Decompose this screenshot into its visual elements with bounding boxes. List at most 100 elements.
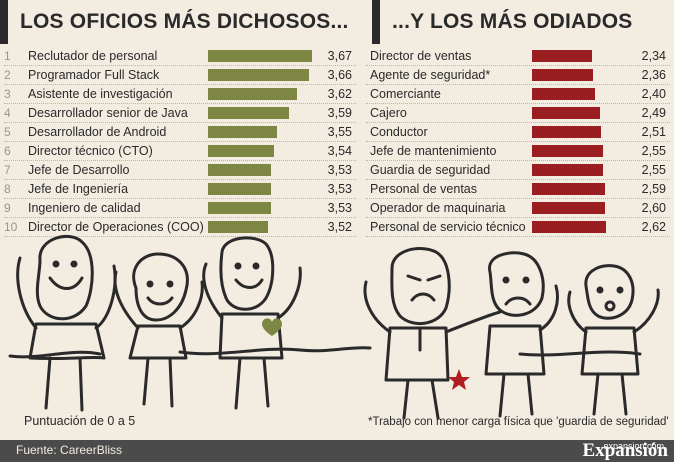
source-text: Fuente: CareerBliss (16, 443, 123, 457)
score-value: 3,53 (327, 163, 352, 177)
table-row: 4 Desarrollador senior de Java 3,59 (4, 104, 356, 123)
table-row: 1 Reclutador de personal 3,67 (4, 47, 356, 66)
table-row: Operador de maquinaria 2,60 (366, 199, 670, 218)
job-name: Jefe de Ingeniería (28, 182, 129, 196)
rank-number: 7 (4, 163, 11, 177)
job-name: Ingeniero de calidad (28, 201, 141, 215)
score-value: 2,59 (641, 182, 666, 196)
score-bar (532, 107, 600, 119)
table-row: Jefe de mantenimiento 2,55 (366, 142, 670, 161)
job-name: Conductor (370, 125, 428, 139)
score-bar (532, 69, 593, 81)
heart-icon (262, 318, 282, 336)
score-bar (208, 202, 271, 214)
hated-person-2 (484, 251, 559, 418)
hated-person-1 (363, 247, 502, 420)
score-value: 3,59 (327, 106, 352, 120)
score-value: 3,66 (327, 68, 352, 82)
job-name: Programador Full Stack (28, 68, 160, 82)
job-name: Jefe de Desarrollo (28, 163, 130, 177)
score-bar (532, 202, 605, 214)
score-bar (208, 107, 289, 119)
rank-number: 2 (4, 68, 11, 82)
happy-jobs-chart: 1 Reclutador de personal 3,67 2 Programador … (4, 47, 356, 237)
job-name: Director de ventas (370, 49, 472, 63)
score-value: 3,53 (327, 201, 352, 215)
score-value: 3,53 (327, 182, 352, 196)
score-bar (208, 145, 274, 157)
table-row: 9 Ingeniero de calidad 3,53 (4, 199, 356, 218)
rank-number: 9 (4, 201, 11, 215)
right-header: ...Y LOS MÁS ODIADOS (372, 0, 632, 44)
job-name: Director técnico (CTO) (28, 144, 153, 158)
footer-bar: Fuente: CareerBliss Expansión expansion.… (0, 440, 674, 462)
left-header: LOS OFICIOS MÁS DICHOSOS... (0, 0, 349, 44)
score-value: 2,40 (641, 87, 666, 101)
score-value: 3,67 (327, 49, 352, 63)
job-name: Operador de maquinaria (370, 201, 506, 215)
table-row: Personal de servicio técnico 2,62 (366, 218, 670, 237)
table-row: 3 Asistente de investigación 3,62 (4, 85, 356, 104)
footnote: *Trabajo con menor carga física que 'gua… (368, 416, 669, 428)
table-row: Cajero 2,49 (366, 104, 670, 123)
header-accent-bar (0, 0, 8, 44)
score-bar (532, 183, 605, 195)
rank-number: 5 (4, 125, 11, 139)
job-name: Comerciante (370, 87, 441, 101)
table-row: Conductor 2,51 (366, 123, 670, 142)
score-value: 2,55 (641, 163, 666, 177)
score-bar (208, 126, 277, 138)
job-name: Desarrollador senior de Java (28, 106, 188, 120)
brand-logo: Expansión (582, 440, 668, 461)
score-value: 2,51 (641, 125, 666, 139)
header-accent-bar (372, 0, 380, 44)
job-name: Agente de seguridad* (370, 68, 491, 82)
cartoon-illustration (8, 234, 660, 420)
left-title: LOS OFICIOS MÁS DICHOSOS... (20, 10, 349, 33)
score-bar (208, 88, 298, 100)
table-row: 6 Director técnico (CTO) 3,54 (4, 142, 356, 161)
score-bar (208, 221, 268, 233)
score-bar (208, 164, 271, 176)
star-icon (448, 369, 470, 390)
table-row: 8 Jefe de Ingeniería 3,53 (4, 180, 356, 199)
table-row: Guardia de seguridad 2,55 (366, 161, 670, 180)
score-value: 2,60 (641, 201, 666, 215)
happy-person-2 (113, 252, 204, 408)
score-value: 2,62 (641, 220, 666, 234)
rank-number: 4 (4, 106, 11, 120)
score-bar (532, 126, 601, 138)
right-title: ...Y LOS MÁS ODIADOS (392, 10, 633, 33)
job-name: Reclutador de personal (28, 49, 158, 63)
job-name: Personal de ventas (370, 182, 478, 196)
table-row: Director de ventas 2,34 (366, 47, 670, 66)
table-row: 7 Jefe de Desarrollo 3,53 (4, 161, 356, 180)
table-row: Personal de ventas 2,59 (366, 180, 670, 199)
job-name: Desarrollador de Android (28, 125, 167, 139)
score-bar (532, 145, 603, 157)
table-row: 5 Desarrollador de Android 3,55 (4, 123, 356, 142)
job-name: Personal de servicio técnico (370, 220, 526, 234)
score-value: 3,55 (327, 125, 352, 139)
score-value: 2,34 (641, 49, 666, 63)
table-row: Comerciante 2,40 (366, 85, 670, 104)
score-value: 3,54 (327, 144, 352, 158)
score-bar (208, 69, 310, 81)
score-bar (208, 50, 312, 62)
scale-note: Puntuación de 0 a 5 (24, 414, 136, 428)
table-row: Agente de seguridad* 2,36 (366, 66, 670, 85)
job-name: Cajero (370, 106, 407, 120)
ground-line (8, 346, 642, 359)
rank-number: 3 (4, 87, 11, 101)
rank-number: 10 (4, 220, 18, 234)
score-bar (208, 183, 271, 195)
table-row: 2 Programador Full Stack 3,66 (4, 66, 356, 85)
table-row: 10 Director de Operaciones (COO) 3,52 (4, 218, 356, 237)
score-value: 2,49 (641, 106, 666, 120)
score-bar (532, 50, 592, 62)
score-value: 2,36 (641, 68, 666, 82)
rank-number: 1 (4, 49, 11, 63)
score-bar (532, 164, 603, 176)
score-value: 3,52 (327, 220, 352, 234)
rank-number: 8 (4, 182, 11, 196)
